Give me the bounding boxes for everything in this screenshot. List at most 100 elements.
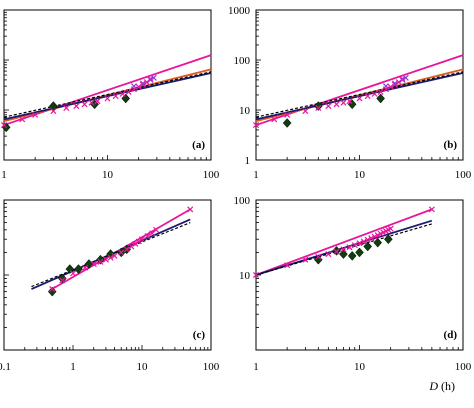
x-marker-point	[132, 240, 139, 247]
x-tick-label: 0.1	[0, 361, 11, 373]
plot-frame	[255, 199, 464, 351]
x-marker-point	[19, 116, 26, 123]
diamond-point	[313, 254, 323, 265]
panel-label: (d)	[444, 329, 458, 341]
x-marker-point	[139, 80, 146, 87]
diamond-point	[376, 93, 385, 104]
x-tick-label: 10	[137, 361, 149, 373]
x-marker-point	[333, 101, 340, 108]
x-marker-point	[112, 93, 119, 100]
x-marker-point	[387, 225, 394, 232]
x-tick-label: 1	[253, 361, 259, 373]
x-marker-point	[153, 226, 160, 233]
y-tick-label: 1	[245, 155, 251, 167]
fit-line	[255, 54, 464, 126]
x-tick-label: 100	[455, 169, 472, 181]
diamond-point	[313, 101, 323, 111]
x-marker-point	[252, 122, 260, 129]
x-marker-point	[81, 101, 88, 108]
x-tick-label: 100	[203, 361, 220, 373]
x-marker-point	[130, 83, 137, 90]
y-tick-label: 100	[234, 55, 251, 67]
x-marker-point	[88, 99, 95, 106]
x-marker-point	[368, 235, 375, 242]
panel-label: (c)	[193, 329, 206, 341]
x-marker-point	[325, 103, 332, 110]
x-marker-point	[382, 83, 389, 90]
x-marker-point	[111, 252, 118, 259]
x-marker-point	[356, 240, 363, 247]
x-marker-point	[346, 244, 353, 251]
x-marker-point	[94, 98, 101, 105]
x-marker-point	[102, 256, 109, 263]
fit-line	[3, 72, 212, 121]
x-tick-label: 1	[70, 361, 76, 373]
x-marker-point	[150, 74, 157, 81]
x-marker-point	[97, 258, 104, 265]
x-marker-point	[302, 108, 309, 115]
diamond-point	[57, 273, 67, 284]
x-marker-point	[0, 122, 8, 129]
x-marker-point	[399, 76, 406, 83]
panel-label: (b)	[444, 139, 458, 151]
x-marker-point	[391, 80, 398, 87]
x-marker-point	[333, 248, 340, 255]
x-marker-point	[125, 88, 132, 95]
x-marker-point	[284, 111, 291, 118]
diamond-point	[121, 93, 131, 104]
fit-line	[255, 72, 464, 121]
x-marker-point	[371, 233, 378, 240]
x-marker-point	[315, 253, 322, 260]
x-marker-point	[356, 95, 363, 102]
diamond-point	[74, 264, 83, 274]
x-marker-point	[351, 242, 358, 249]
diamond-point	[373, 237, 383, 248]
x-marker-point	[138, 236, 146, 243]
x-marker-point	[59, 277, 66, 284]
plot-frame	[3, 9, 212, 161]
y-tick-label: 1000	[228, 5, 251, 17]
x-marker-point	[364, 236, 371, 243]
x-marker-point	[123, 246, 130, 253]
fit-line	[255, 68, 464, 122]
y-tick-label: 100	[234, 195, 251, 207]
diamond-point	[282, 118, 292, 128]
panel-b: 1 10 100 1 10 100 1000 (b)	[228, 5, 472, 181]
x-marker-point	[119, 90, 126, 97]
x-marker-point	[69, 270, 77, 277]
x-marker-point	[364, 93, 371, 100]
fit-line	[3, 71, 212, 118]
x-marker-point	[284, 262, 291, 269]
x-marker-point	[139, 81, 146, 88]
x-marker-point	[360, 238, 367, 245]
diamond-point	[65, 264, 75, 274]
x-marker-point	[135, 238, 142, 245]
y-tick-label: 10	[239, 105, 251, 117]
x-marker-point	[49, 286, 56, 293]
x-marker-point	[325, 251, 332, 258]
x-marker-point	[187, 206, 194, 213]
x-tick-label: 10	[354, 361, 366, 373]
x-marker-point	[377, 88, 384, 95]
x-tick-label: 100	[203, 169, 220, 181]
x-marker-point	[399, 75, 406, 82]
x-tick-label: 10	[354, 169, 366, 181]
x-marker-point	[315, 104, 322, 111]
x-marker-point	[144, 233, 151, 240]
fit-line	[255, 208, 433, 276]
x-axis-title: D (h)	[428, 379, 455, 393]
diamond-point	[363, 241, 373, 252]
panel-d: 1 10 100 10 100 (d) D (h)	[234, 195, 472, 393]
diamond-point	[347, 250, 357, 261]
x-marker-point	[128, 243, 135, 250]
x-tick-label: 1	[253, 169, 259, 181]
x-marker-point	[107, 254, 114, 261]
panel-a: 1 10 100 (a)	[0, 9, 220, 181]
x-marker-point	[391, 81, 398, 88]
fit-line	[3, 68, 212, 122]
x-marker-point	[147, 76, 154, 83]
x-marker-point	[50, 108, 57, 115]
x-marker-point	[302, 256, 309, 263]
x-tick-label: 100	[455, 361, 472, 373]
x-marker-point	[428, 206, 435, 213]
